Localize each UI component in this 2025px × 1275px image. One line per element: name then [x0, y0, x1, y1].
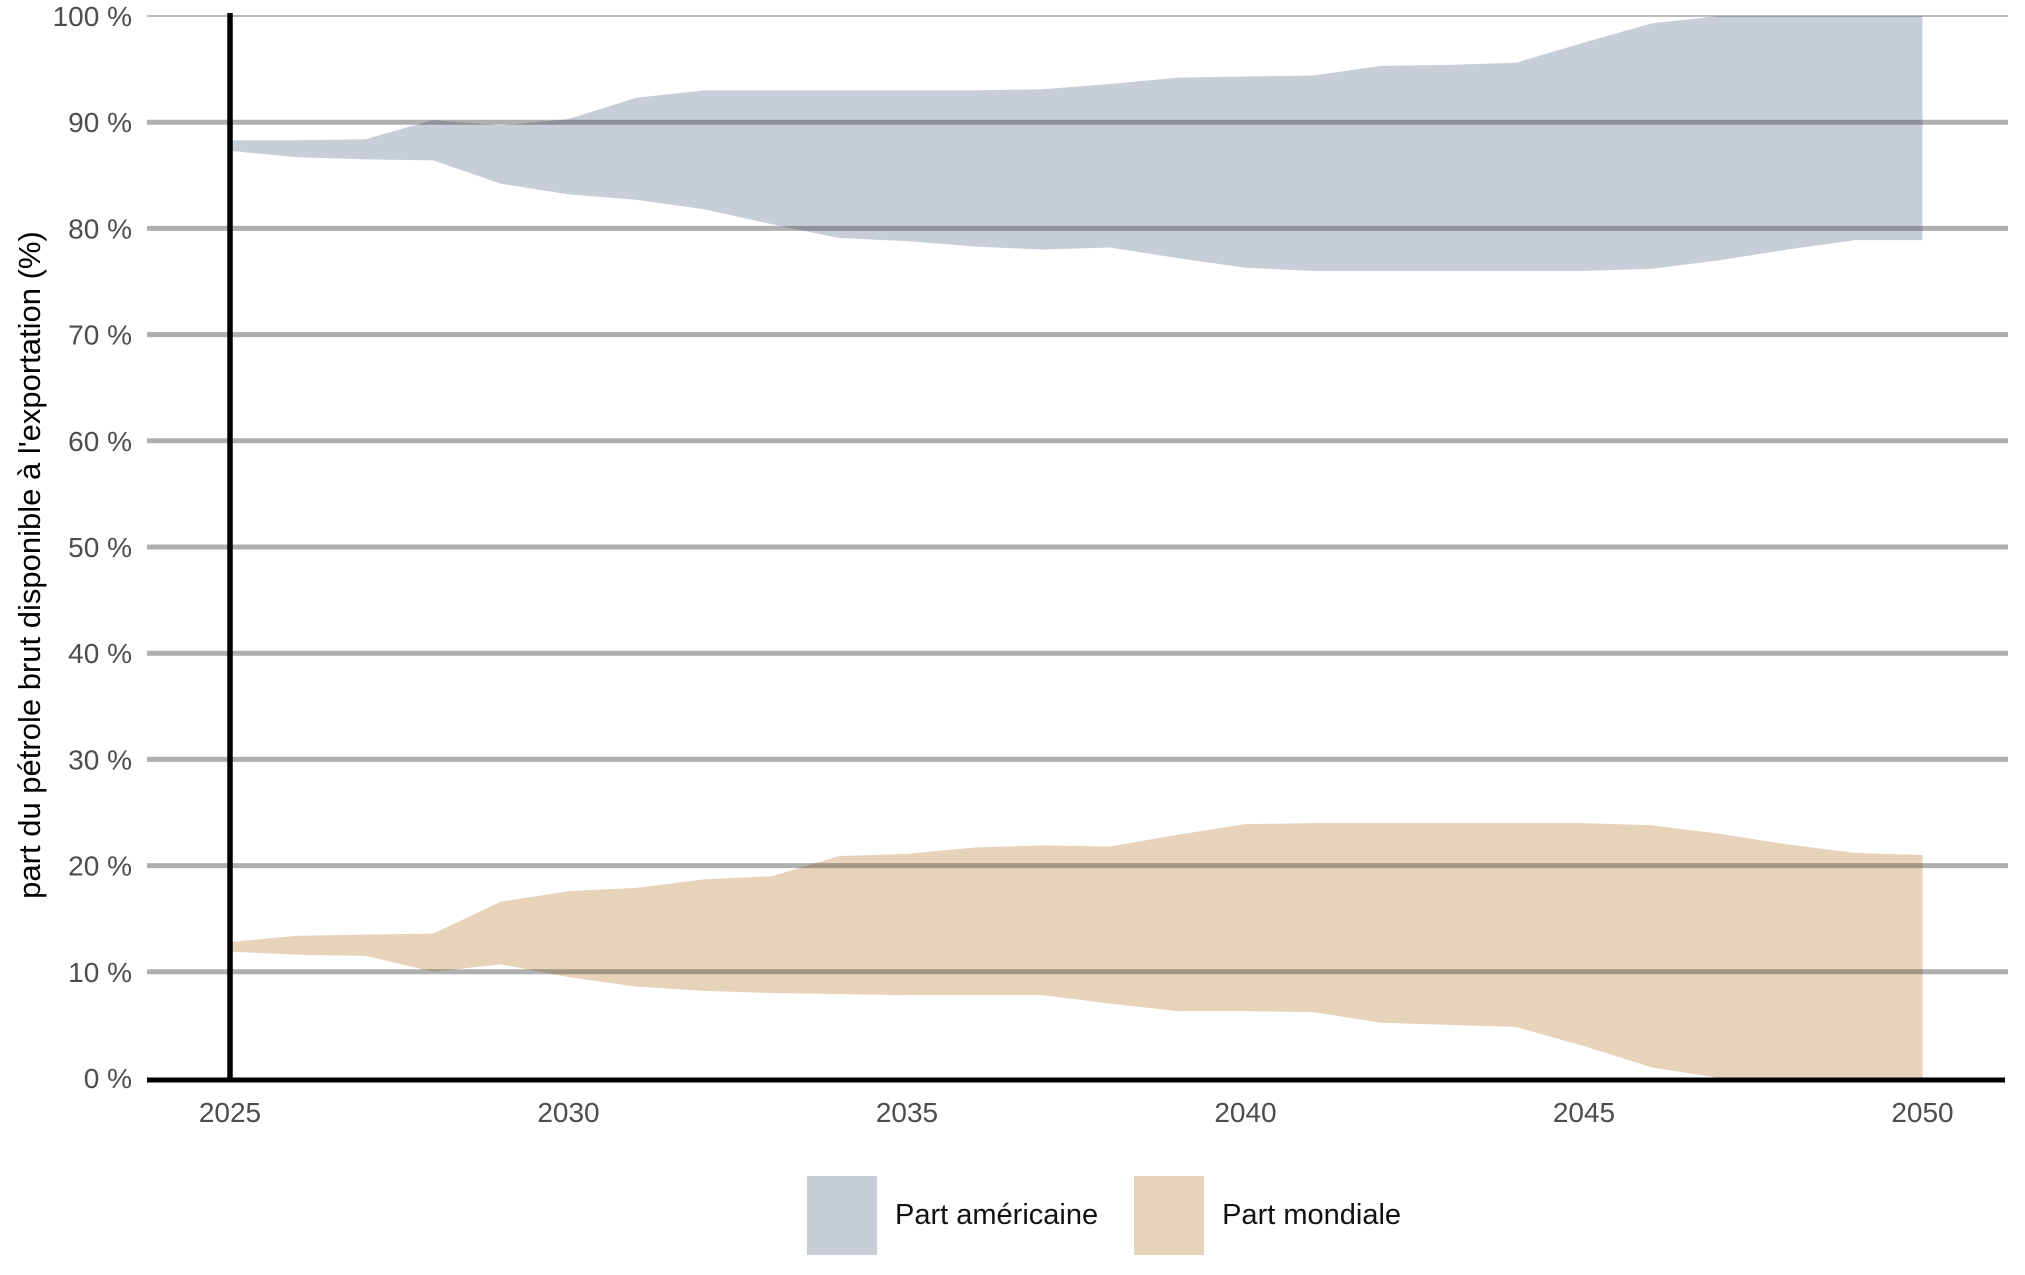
y-tick-label-100: 100 %: [53, 1, 132, 32]
y-tick-label-70: 70 %: [68, 320, 132, 351]
y-axis-title: part du pétrole brut disponible à l'expo…: [12, 231, 47, 899]
legend-label-part-mondiale: Part mondiale: [1222, 1199, 1402, 1231]
legend-item-part-americaine: Part américaine: [807, 1176, 1098, 1255]
x-tick-label-2025: 2025: [199, 1097, 261, 1128]
x-tick-label-2040: 2040: [1214, 1097, 1276, 1128]
legend-item-part-mondiale: Part mondiale: [1134, 1176, 1401, 1255]
y-tick-label-80: 80 %: [68, 213, 132, 244]
y-tick-label-90: 90 %: [68, 107, 132, 138]
y-tick-label-30: 30 %: [68, 744, 132, 775]
legend-swatch-part-americaine-icon: [807, 1176, 877, 1255]
x-tick-labels: 2025 2030 2035 2040 2045 2050: [199, 1097, 1954, 1128]
legend: Part américaine Part mondiale: [807, 1176, 1401, 1255]
y-tick-label-60: 60 %: [68, 426, 132, 457]
x-tick-label-2030: 2030: [537, 1097, 599, 1128]
y-tick-label-50: 50 %: [68, 532, 132, 563]
x-tick-label-2045: 2045: [1553, 1097, 1615, 1128]
x-tick-label-2035: 2035: [876, 1097, 938, 1128]
y-tick-label-10: 10 %: [68, 957, 132, 988]
legend-label-part-americaine: Part américaine: [895, 1199, 1099, 1231]
y-tick-label-20: 20 %: [68, 851, 132, 882]
y-tick-label-40: 40 %: [68, 638, 132, 669]
legend-swatch-part-mondiale-icon: [1134, 1176, 1205, 1255]
band-part-mondiale: [230, 823, 1923, 1078]
y-tick-label-0: 0 %: [84, 1063, 132, 1094]
band-part-américaine: [230, 16, 1923, 271]
chart-bands: [230, 16, 1923, 1078]
x-tick-label-2050: 2050: [1891, 1097, 1953, 1128]
gridlines: [147, 15, 2008, 975]
y-tick-labels: 0 % 10 % 20 % 30 % 40 % 50 % 60 % 70 % 80 % 90 % 1…: [53, 1, 132, 1094]
